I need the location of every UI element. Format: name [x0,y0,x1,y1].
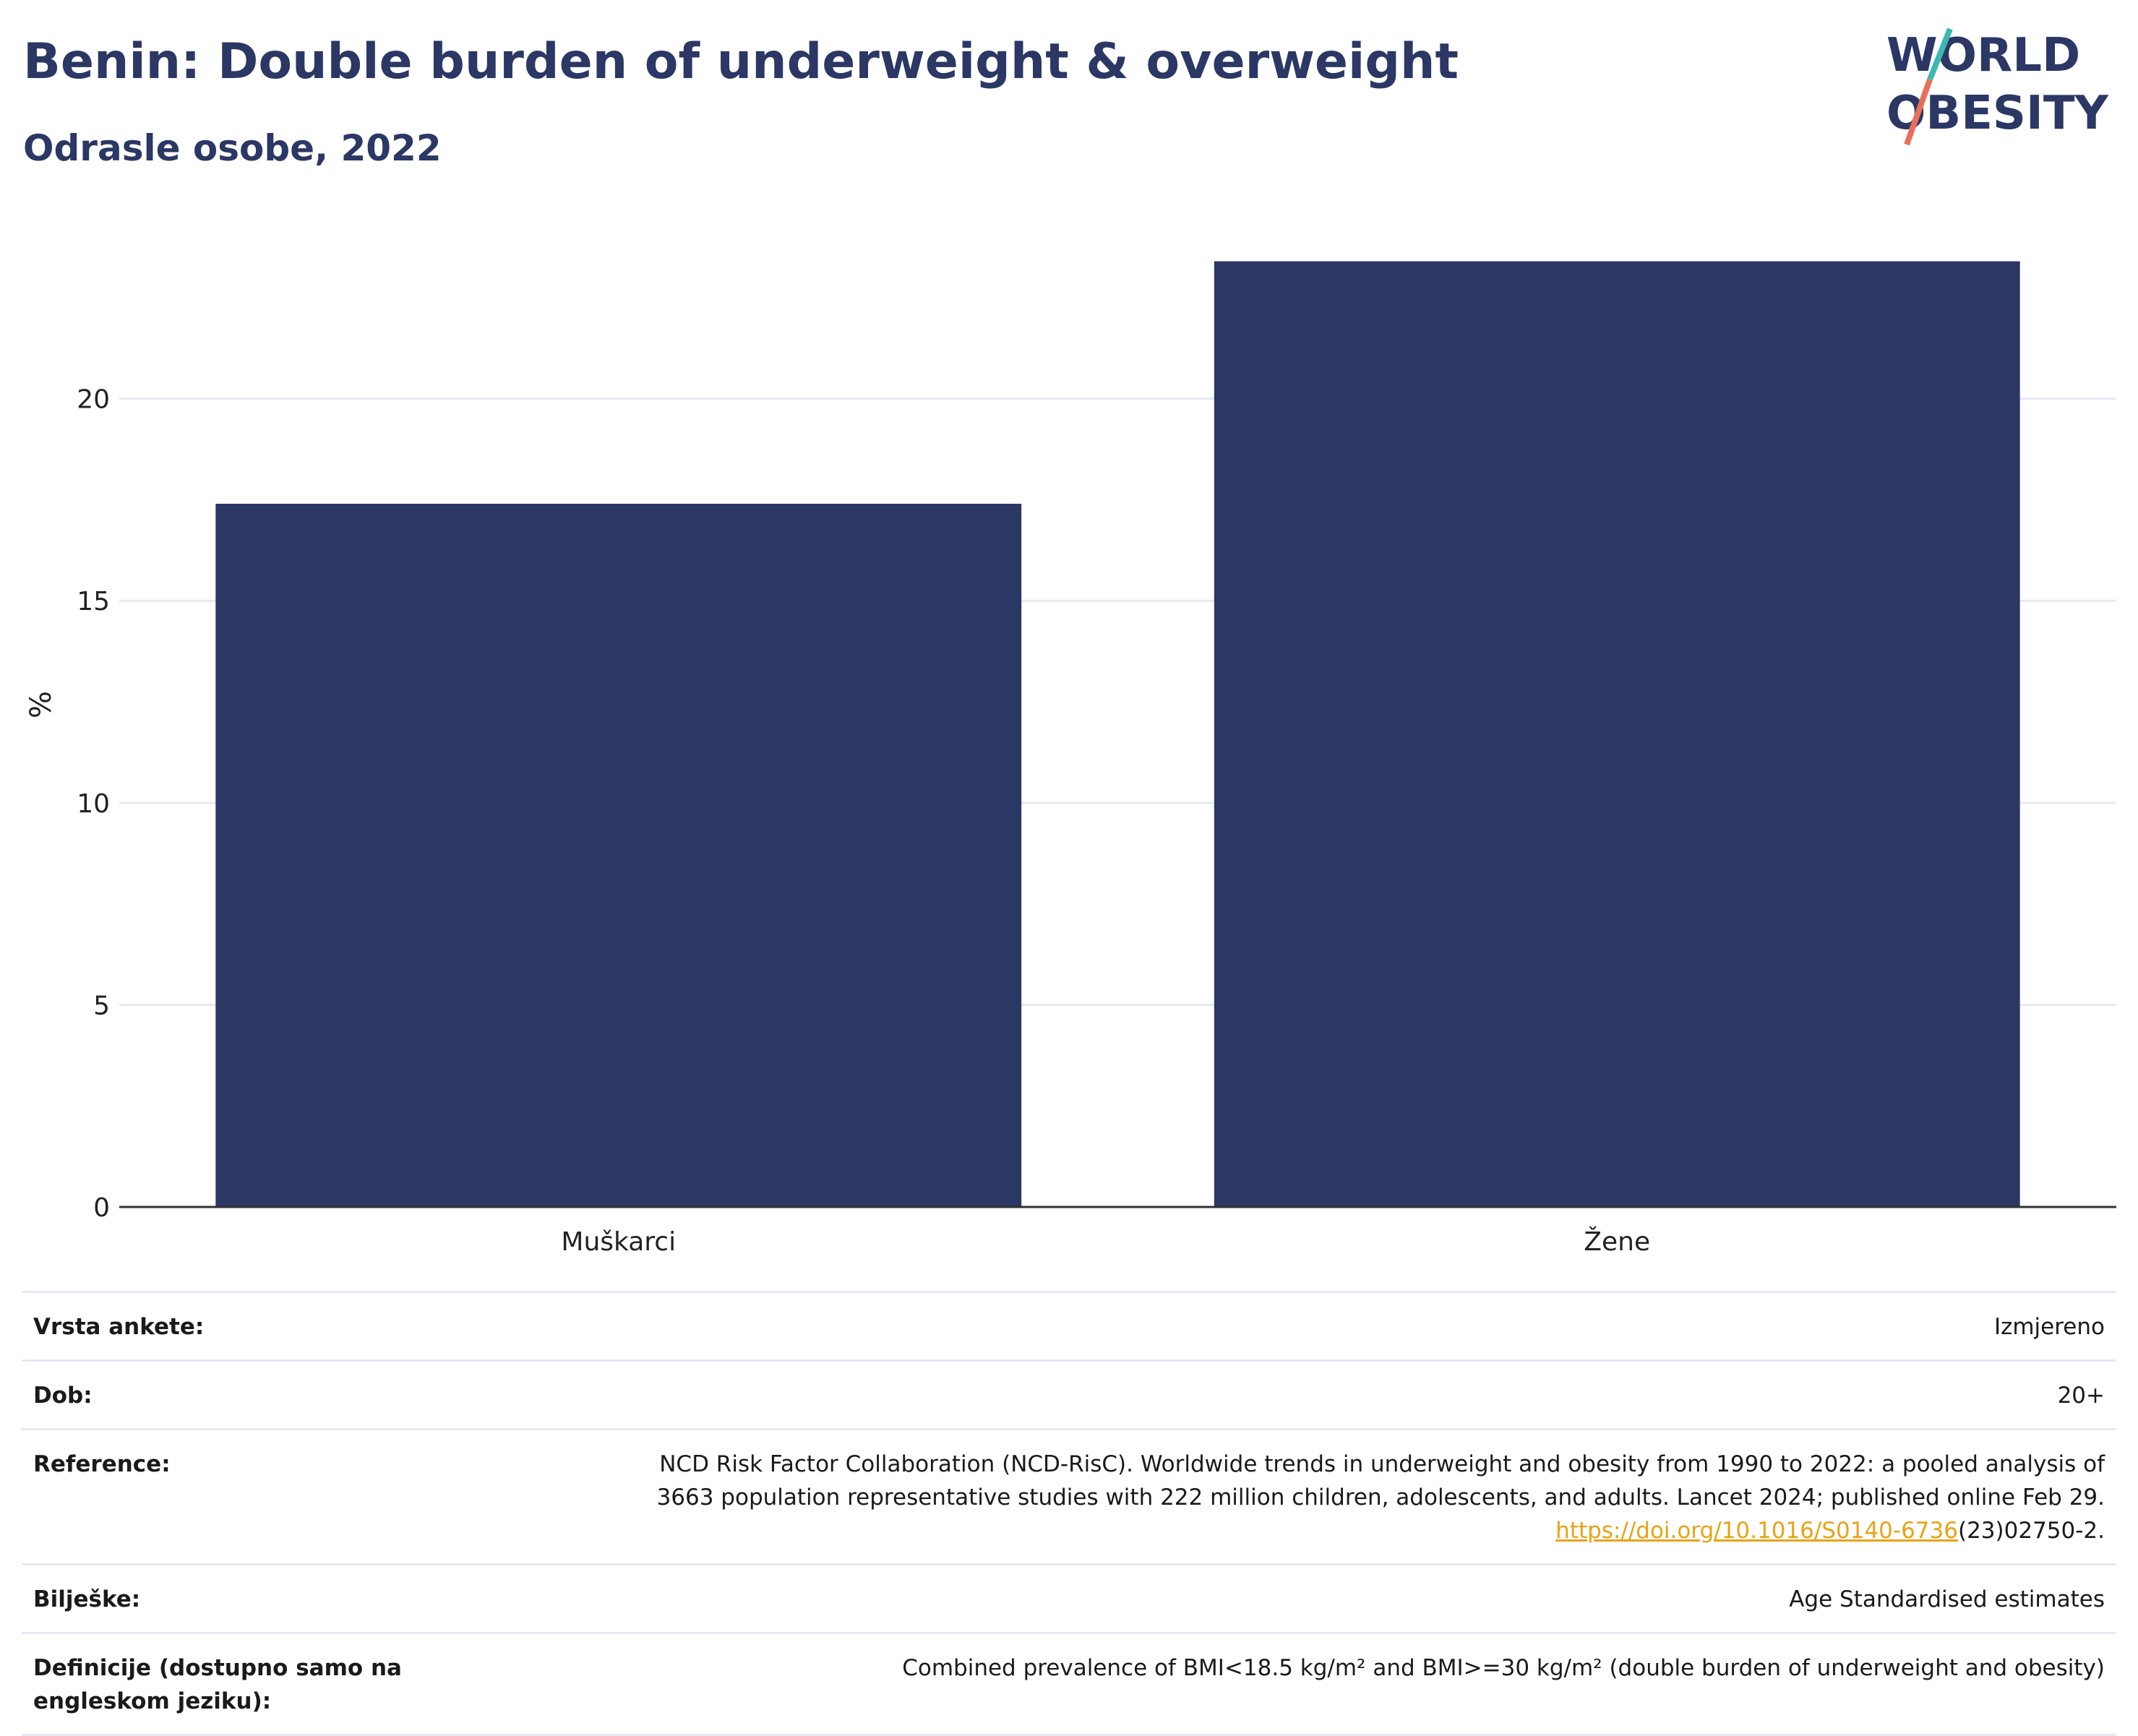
reference-line-1: NCD Risk Factor Collaboration (NCD-RisC)… [659,1451,2105,1477]
x-tick-labels: Muškarci Žene [561,1226,1650,1257]
table-row: Bilješke: Age Standardised estimates [22,1563,2116,1632]
definitions-label: Definicije (dostupno samo na engleskom j… [33,1655,402,1714]
survey-type-value: Izmjereno [1993,1314,2105,1340]
y-tick-label: 20 [77,385,110,415]
reference-value: NCD Risk Factor Collaboration (NCD-RisC)… [539,1448,2105,1547]
doi-suffix: (23)02750-2. [1957,1518,2105,1544]
chart-subtitle: Odrasle osobe, 2022 [23,127,442,169]
bars [215,261,2020,1207]
y-tick-label: 0 [93,1193,110,1223]
y-tick-label: 5 [93,991,110,1020]
metadata-table: Vrsta ankete: Izmjereno Dob: 20+ Referen… [22,1291,2116,1736]
table-row: Vrsta ankete: Izmjereno [22,1291,2116,1359]
notes-value: Age Standardised estimates [1789,1586,2105,1612]
bar[interactable] [1214,261,2020,1207]
table-row: Reference: NCD Risk Factor Collaboration… [22,1428,2116,1563]
reference-line-2: 3663 population representative studies w… [656,1484,2105,1511]
notes-label: Bilješke: [33,1586,141,1612]
y-tick-label: 10 [77,789,110,819]
bar-chart: 0 5 10 15 20 Muškarci Žene % [25,261,2116,1257]
x-tick-label: Žene [1584,1226,1650,1257]
chart-title: Benin: Double burden of underweight & ov… [23,33,1459,90]
reference-label: Reference: [33,1451,171,1477]
table-row: Definicije (dostupno samo na engleskom j… [22,1632,2116,1736]
world-obesity-logo: WORLD OBESITY [1886,27,2108,146]
y-axis-label: % [25,691,58,718]
svg-text:WORLD: WORLD [1886,29,2080,82]
y-tick-label: 15 [77,587,110,616]
age-value: 20+ [2057,1383,2105,1409]
definitions-value: Combined prevalence of BMI<18.5 kg/m² an… [902,1655,2105,1681]
y-tick-labels: 0 5 10 15 20 [77,385,110,1223]
age-label: Dob: [33,1383,93,1409]
survey-type-label: Vrsta ankete: [33,1314,205,1340]
table-row: Dob: 20+ [22,1359,2116,1428]
bar[interactable] [215,504,1022,1207]
x-tick-label: Muškarci [561,1227,676,1257]
doi-link[interactable]: https://doi.org/10.1016/S0140-6736 [1555,1518,1958,1544]
